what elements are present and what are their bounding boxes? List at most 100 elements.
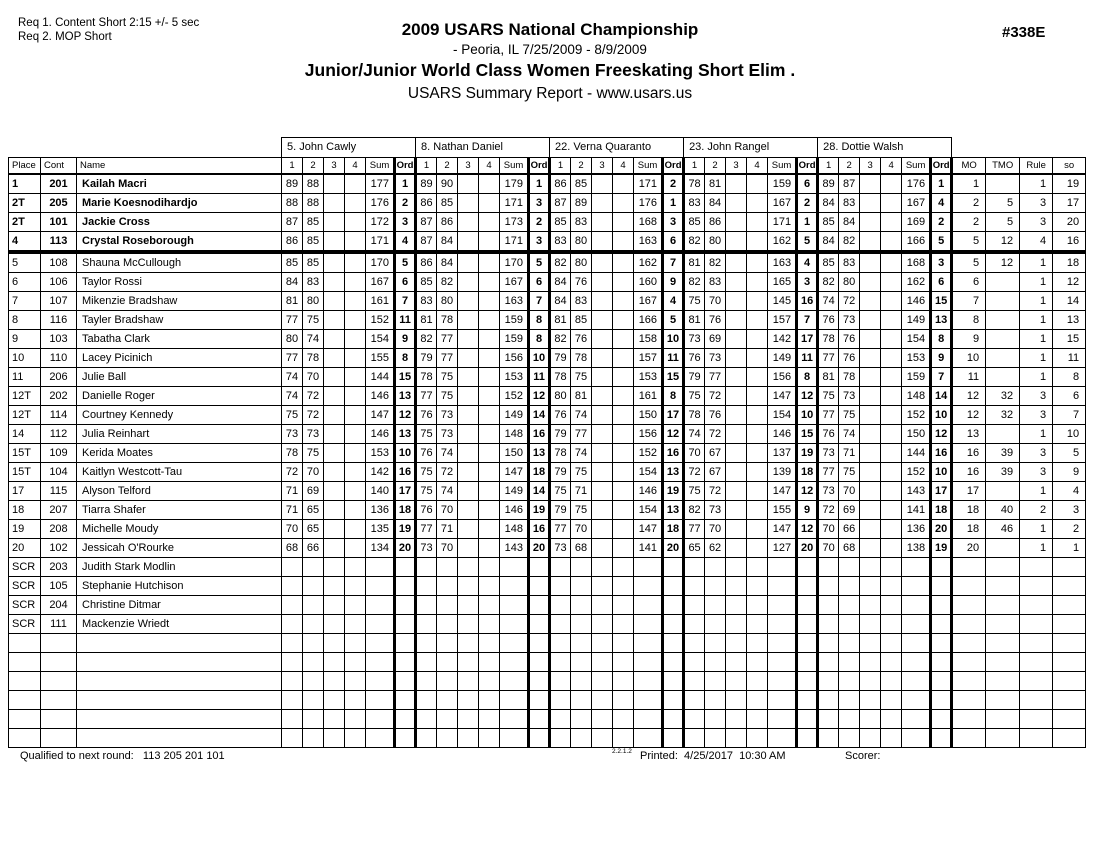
cell-sum: 135 xyxy=(365,519,396,539)
cell-score: 78 xyxy=(302,348,325,368)
cell-score xyxy=(859,193,882,213)
cell-score xyxy=(323,272,346,292)
cell-score xyxy=(457,690,480,710)
req-line-2: Req 2. MOP Short xyxy=(18,31,112,43)
cell-sum xyxy=(365,595,396,615)
cell-score xyxy=(612,193,635,213)
cell-score: 66 xyxy=(302,538,325,558)
cell-score: 82 xyxy=(549,329,572,349)
cell-score xyxy=(880,272,903,292)
cell-score xyxy=(859,212,882,232)
cell-ordinal xyxy=(661,595,686,615)
cell-ordinal: 7 xyxy=(929,367,954,387)
cell-score xyxy=(436,576,459,596)
cell-tmo xyxy=(985,595,1021,615)
cell-extra xyxy=(1052,652,1087,672)
cell-ordinal: 20 xyxy=(929,519,954,539)
cell-score: 73 xyxy=(704,348,727,368)
cell-mo: 18 xyxy=(951,500,987,520)
cell-ordinal: 12 xyxy=(661,424,686,444)
cell-score: 86 xyxy=(704,212,727,232)
cell-score xyxy=(344,231,367,254)
cell-score xyxy=(478,614,501,634)
cell-score: 79 xyxy=(549,348,572,368)
cell-score: 65 xyxy=(683,538,706,558)
cell-score: 68 xyxy=(838,538,861,558)
column-header: 4 xyxy=(344,157,367,175)
cell-score xyxy=(859,728,882,748)
cell-name: Shauna McCullough xyxy=(75,251,283,273)
cell-score xyxy=(612,500,635,520)
cell-score xyxy=(795,728,820,748)
cell-score xyxy=(527,709,552,729)
cell-rule: 3 xyxy=(1019,443,1054,463)
cell-score: 76 xyxy=(817,310,840,330)
cell-score xyxy=(683,652,706,672)
cell-ordinal: 4 xyxy=(393,231,418,254)
cell-score xyxy=(704,633,727,653)
cell-ordinal xyxy=(393,557,418,577)
cell-score xyxy=(436,614,459,634)
cell-sum: 176 xyxy=(633,193,664,213)
cell-score xyxy=(323,348,346,368)
cell-score: 81 xyxy=(683,251,706,273)
cell-score xyxy=(591,633,614,653)
cell-score xyxy=(344,443,367,463)
cell-score xyxy=(323,405,346,425)
cell-score xyxy=(725,173,748,194)
cell-sum: 146 xyxy=(767,424,798,444)
cell-place: 12T xyxy=(8,386,41,406)
cell-score xyxy=(457,251,480,273)
cell-score xyxy=(457,519,480,539)
cell-score xyxy=(859,652,882,672)
cell-ordinal: 13 xyxy=(393,424,418,444)
column-header: 1 xyxy=(817,157,840,175)
judge-name: 5. John Cawly xyxy=(281,137,417,158)
cell-ordinal: 4 xyxy=(661,291,686,311)
cell-ordinal: 10 xyxy=(661,329,686,349)
cell-sum: 177 xyxy=(365,173,396,194)
cell-score: 75 xyxy=(570,462,593,482)
cell-score: 70 xyxy=(704,519,727,539)
cell-rule: 1 xyxy=(1019,538,1054,558)
column-header: 1 xyxy=(281,157,304,175)
cell-score xyxy=(725,272,748,292)
cell-score xyxy=(746,367,769,387)
cell-so: 7 xyxy=(1052,405,1087,425)
cell-score xyxy=(527,652,552,672)
cell-tmo: 12 xyxy=(985,251,1021,273)
cell-ordinal: 2 xyxy=(661,173,686,194)
cell-ordinal: 1 xyxy=(393,173,418,194)
cell-score: 78 xyxy=(549,367,572,387)
cell-ordinal xyxy=(795,595,820,615)
cell-score xyxy=(281,614,304,634)
cell-so xyxy=(1052,557,1087,577)
cell-sum xyxy=(365,614,396,634)
cell-score xyxy=(725,310,748,330)
cell-score: 84 xyxy=(817,193,840,213)
cell-score xyxy=(302,709,325,729)
cell-score: 78 xyxy=(570,348,593,368)
cell-score: 75 xyxy=(549,481,572,501)
cell-score: 75 xyxy=(281,405,304,425)
cell-score xyxy=(415,690,438,710)
cell-score xyxy=(612,633,635,653)
cell-sum: 170 xyxy=(365,251,396,273)
cell-mo: 2 xyxy=(951,193,987,213)
table-row: 12T 202 Danielle Roger 74 72 146 13 77 75 152 12 80… xyxy=(8,386,1087,406)
cell-score: 76 xyxy=(415,443,438,463)
cell-tmo: 40 xyxy=(985,500,1021,520)
empty-row xyxy=(8,652,1087,672)
cell-place xyxy=(8,690,41,710)
cell-score xyxy=(344,405,367,425)
cell-sum: 148 xyxy=(901,386,932,406)
cell-score: 80 xyxy=(549,386,572,406)
cell-name: Julia Reinhart xyxy=(75,424,283,444)
cell-score: 72 xyxy=(817,500,840,520)
cell-score: 79 xyxy=(415,348,438,368)
cell-score xyxy=(661,728,686,748)
cell-score xyxy=(499,690,530,710)
cell-score xyxy=(838,595,861,615)
cell-score: 78 xyxy=(817,329,840,349)
cell-place: 6 xyxy=(8,272,41,292)
